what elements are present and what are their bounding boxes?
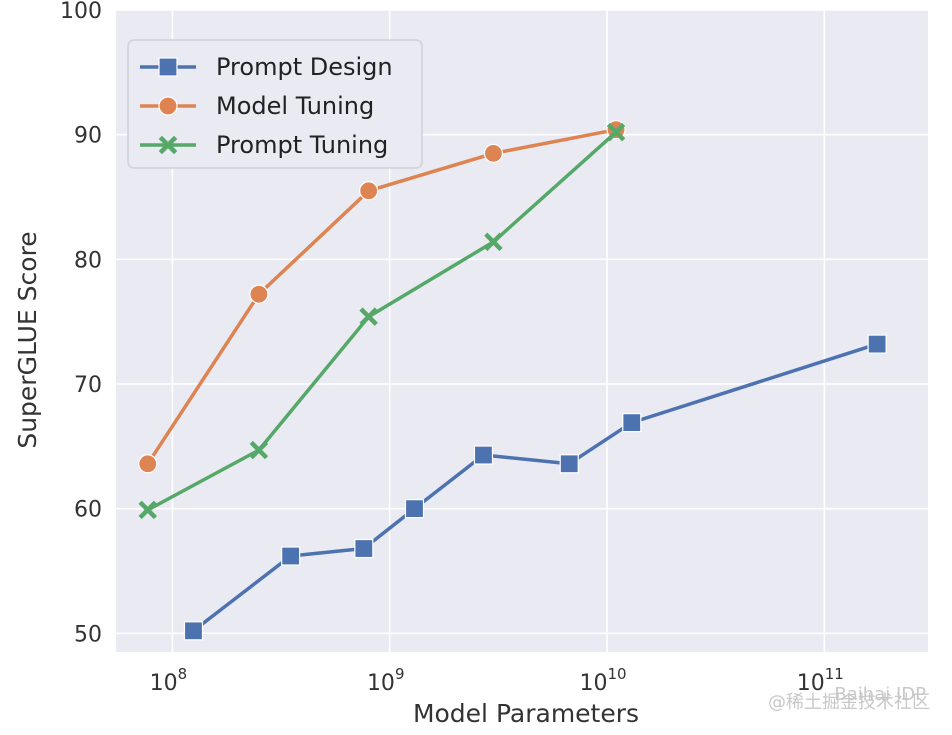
- data-point: [606, 122, 626, 142]
- x-tick-base: 10: [797, 671, 825, 696]
- data-point: [158, 135, 178, 155]
- x-tick-exponent: 8: [178, 665, 188, 683]
- data-point: [559, 454, 579, 474]
- data-point: [183, 621, 204, 641]
- data-point: [354, 538, 374, 559]
- data-point: [359, 181, 379, 201]
- data-point: [622, 413, 642, 433]
- data-point: [249, 284, 269, 304]
- data-point: [281, 546, 301, 566]
- x-tick-base: 10: [579, 671, 607, 696]
- series-prompt-tuning: [138, 122, 626, 520]
- x-tick-label: 109: [367, 665, 405, 696]
- data-point: [404, 499, 425, 519]
- y-tick-label: 100: [60, 0, 102, 24]
- y-tick-label: 70: [74, 373, 102, 398]
- data-point: [138, 500, 157, 520]
- y-tick-label: 80: [74, 248, 102, 273]
- x-axis-title: Model Parameters: [413, 699, 639, 728]
- x-tick-exponent: 9: [395, 665, 405, 683]
- legend-item: Prompt Tuning: [140, 131, 388, 159]
- legend-label: Prompt Tuning: [216, 131, 388, 159]
- legend-box: [127, 39, 423, 169]
- x-tick-label: 1011: [797, 665, 844, 696]
- x-tick-exponent: 11: [825, 665, 844, 683]
- data-point: [158, 96, 178, 116]
- series-line: [192, 342, 878, 633]
- data-point: [359, 307, 378, 326]
- x-tick-labels: 108 109 1010 1011: [150, 665, 844, 696]
- legend-label: Prompt Design: [216, 53, 393, 81]
- y-tick-labels: 50 60 70 80 90 100: [60, 0, 102, 647]
- y-tick-label: 90: [74, 124, 102, 149]
- x-tick-base: 10: [367, 671, 395, 696]
- x-tick-base: 10: [150, 671, 178, 696]
- watermark: @稀土掘金技术社区 Baihai IDP: [768, 684, 930, 713]
- data-point: [473, 445, 494, 465]
- x-tick-label: 108: [150, 665, 188, 696]
- data-point: [483, 143, 503, 163]
- data-point: [249, 440, 269, 460]
- series-layer: [138, 120, 887, 641]
- legend-label: Model Tuning: [216, 92, 374, 120]
- legend: Prompt Design Model Tuning Prompt Tuning: [127, 39, 423, 169]
- x-tick-exponent: 10: [607, 665, 626, 683]
- y-tick-label: 60: [74, 498, 102, 523]
- y-tick-label: 50: [74, 622, 102, 647]
- x-tick-label: 1010: [579, 665, 626, 696]
- watermark-overlay-text: Baihai IDP: [834, 684, 926, 705]
- series-prompt-design: [183, 334, 887, 641]
- legend-item: Model Tuning: [140, 92, 374, 120]
- y-axis-title: SuperGLUE Score: [13, 231, 42, 448]
- data-point: [867, 334, 887, 354]
- data-point: [484, 232, 503, 252]
- legend-item: Prompt Design: [140, 53, 393, 81]
- watermark-text: @稀土掘金技术社区: [768, 692, 930, 713]
- data-point: [138, 454, 158, 474]
- data-point: [158, 57, 178, 77]
